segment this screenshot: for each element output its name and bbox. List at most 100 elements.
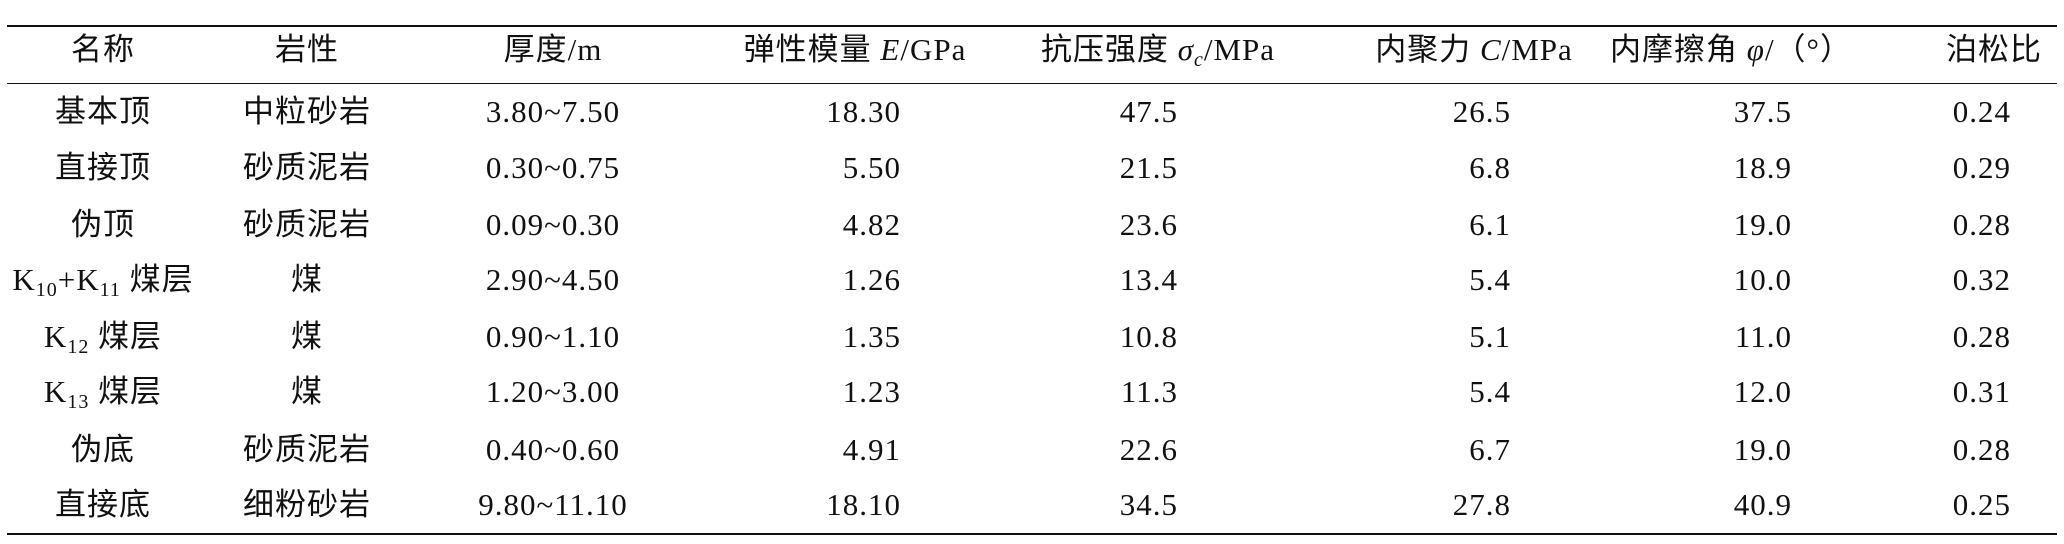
- table-cell: 煤: [291, 262, 323, 297]
- table-cell: 40.9: [1733, 487, 1792, 522]
- table-cell: 0.32: [1952, 262, 2011, 297]
- table-cell: 10.0: [1733, 262, 1792, 297]
- table-cell: 伪顶: [71, 207, 135, 242]
- text-segment: 11: [99, 279, 121, 301]
- table-cell: 0.30~0.75: [485, 150, 621, 185]
- table-cell: 伪底: [71, 432, 135, 467]
- table-cell: 6.1: [1469, 207, 1511, 242]
- table-cell: 4.82: [842, 207, 901, 242]
- text-segment: 10: [35, 279, 58, 301]
- text-segment: 煤层: [89, 374, 163, 409]
- table-cell: 1.23: [842, 374, 901, 409]
- table-cell: 5.50: [842, 150, 901, 185]
- table-cell: 37.5: [1733, 94, 1792, 129]
- text-segment: +K: [57, 262, 100, 297]
- text-segment: /（°）: [1764, 32, 1852, 67]
- table-cell: K12 煤层: [0, 315, 263, 359]
- table-cell: 0.28: [1952, 319, 2011, 354]
- text-segment: 煤层: [89, 319, 163, 354]
- table-cell: 26.5: [1452, 94, 1511, 129]
- table-cell: 11.0: [1734, 319, 1792, 354]
- text-segment: K: [12, 262, 36, 297]
- text-segment: /MPa: [1501, 32, 1573, 67]
- table-cell: 0.25: [1952, 487, 2011, 522]
- table-cell: 18.30: [826, 94, 901, 129]
- table-cell: 1.35: [842, 319, 901, 354]
- table-cell: 1.20~3.00: [485, 374, 621, 409]
- text-segment: K: [43, 374, 68, 409]
- table-cell: 11.3: [1120, 374, 1178, 409]
- table-cell: 13.4: [1119, 262, 1178, 297]
- header-cell: 内摩擦角 φ/（°）: [1571, 28, 1891, 72]
- table-cell: 5.4: [1469, 262, 1511, 297]
- table-cell: 34.5: [1119, 487, 1178, 522]
- text-segment: E: [880, 32, 901, 67]
- table-cell: 5.1: [1469, 319, 1511, 354]
- text-segment: φ: [1746, 32, 1765, 67]
- header-cell: 厚度/m: [503, 32, 603, 67]
- text-segment: K: [43, 319, 68, 354]
- table-cell: 0.09~0.30: [485, 207, 621, 242]
- top-rule: [7, 25, 2057, 27]
- table-cell: 18.10: [826, 487, 901, 522]
- table-cell: 10.8: [1119, 319, 1178, 354]
- table-cell: 中粒砂岩: [243, 94, 371, 129]
- table-cell: 3.80~7.50: [485, 94, 621, 129]
- text-segment: /GPa: [900, 32, 967, 67]
- table-cell: 2.90~4.50: [485, 262, 621, 297]
- text-segment: 煤层: [120, 262, 194, 297]
- header-cell: 抗压强度 σc/MPa: [998, 28, 1318, 72]
- table-cell: 6.7: [1469, 432, 1511, 467]
- text-segment: 内摩擦角: [1610, 32, 1747, 67]
- header-cell: 岩性: [275, 32, 339, 67]
- table-cell: 4.91: [842, 432, 901, 467]
- table-cell: 21.5: [1119, 150, 1178, 185]
- table-cell: 6.8: [1469, 150, 1511, 185]
- table-cell: 0.29: [1952, 150, 2011, 185]
- table-cell: 基本顶: [55, 94, 151, 129]
- table-cell: 0.90~1.10: [485, 319, 621, 354]
- text-segment: /MPa: [1203, 32, 1276, 67]
- table-cell: 19.0: [1733, 207, 1792, 242]
- table-cell: K13 煤层: [0, 370, 263, 414]
- table-cell: 砂质泥岩: [243, 207, 371, 242]
- bottom-rule: [7, 533, 2057, 535]
- table-cell: 18.9: [1733, 150, 1792, 185]
- header-rule: [7, 83, 2057, 84]
- text-segment: C: [1479, 32, 1502, 67]
- text-segment: 12: [67, 336, 90, 358]
- text-segment: 抗压强度: [1040, 32, 1178, 67]
- table-cell: 9.80~11.10: [478, 487, 628, 522]
- table-cell: 直接底: [55, 487, 151, 522]
- table-cell: 47.5: [1119, 94, 1178, 129]
- table-cell: 0.28: [1952, 207, 2011, 242]
- table-cell: 23.6: [1119, 207, 1178, 242]
- header-cell: 泊松比: [1946, 32, 2042, 67]
- table-cell: 27.8: [1452, 487, 1511, 522]
- table-cell: 19.0: [1733, 432, 1792, 467]
- table-cell: 5.4: [1469, 374, 1511, 409]
- table-cell: 砂质泥岩: [243, 150, 371, 185]
- table-cell: 0.31: [1952, 374, 2011, 409]
- text-segment: c: [1193, 49, 1204, 71]
- table-cell: 0.24: [1952, 94, 2011, 129]
- table-cell: 直接顶: [55, 150, 151, 185]
- text-segment: σ: [1177, 32, 1194, 67]
- text-segment: 13: [67, 391, 90, 413]
- table-cell: 12.0: [1733, 374, 1792, 409]
- text-segment: 弹性模量: [743, 32, 881, 67]
- table-cell: 砂质泥岩: [243, 432, 371, 467]
- table-cell: 细粉砂岩: [243, 487, 371, 522]
- header-cell: 名称: [71, 32, 135, 67]
- table-cell: 煤: [291, 319, 323, 354]
- header-cell: 弹性模量 E/GPa: [695, 28, 1015, 72]
- table-cell: 0.28: [1952, 432, 2011, 467]
- table-cell: 0.40~0.60: [485, 432, 621, 467]
- table-cell: 煤: [291, 374, 323, 409]
- text-segment: 内聚力: [1375, 32, 1480, 67]
- table-cell: K10+K11 煤层: [0, 258, 263, 302]
- header-cell: 内聚力 C/MPa: [1314, 28, 1634, 72]
- table-cell: 1.26: [842, 262, 901, 297]
- table-cell: 22.6: [1119, 432, 1178, 467]
